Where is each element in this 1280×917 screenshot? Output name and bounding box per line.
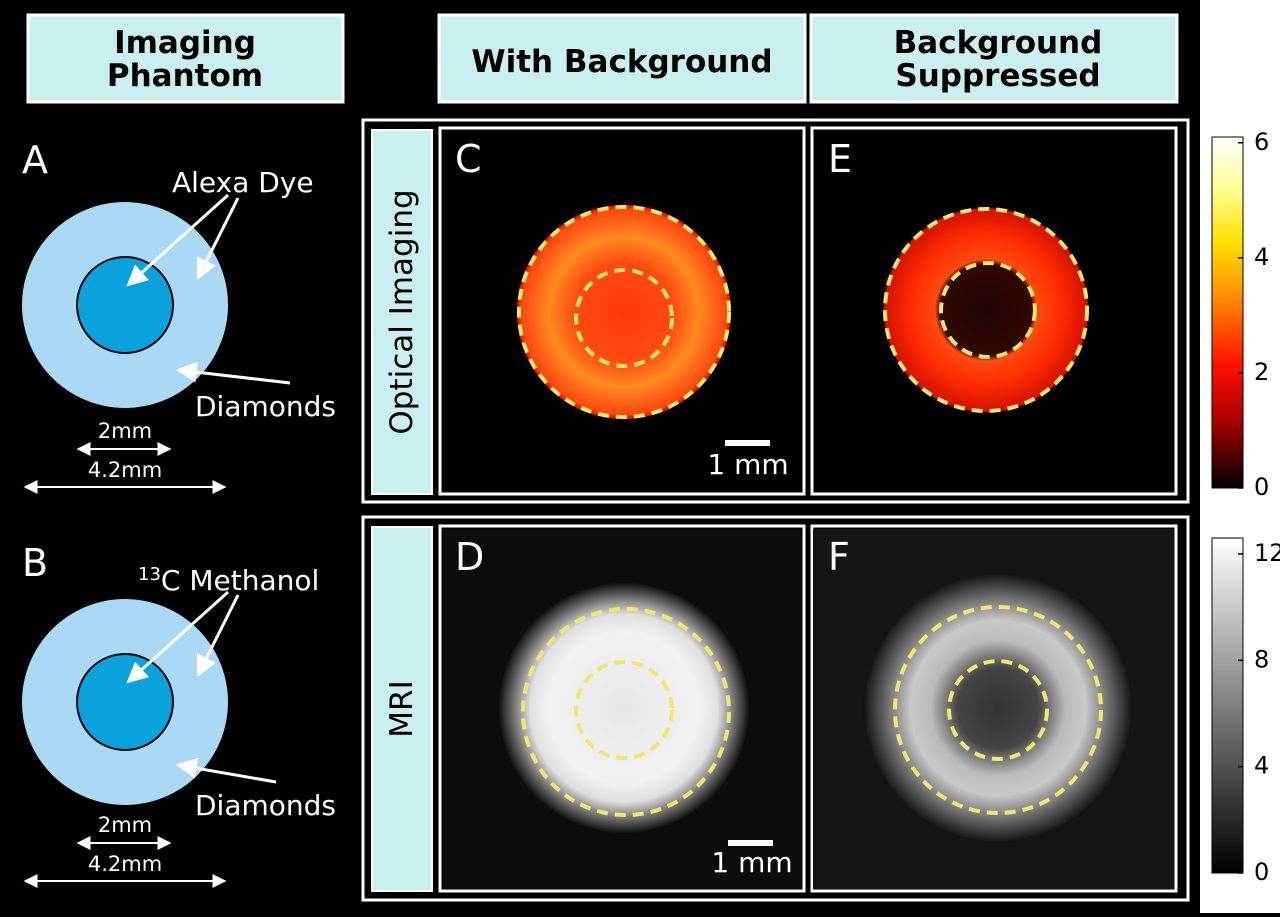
colorbar <box>1211 537 1244 874</box>
phantom-a <box>22 193 291 494</box>
colorbar-tick-label: 12 <box>1254 539 1280 567</box>
header-boxes <box>26 13 1179 104</box>
size-label: 4.2mm <box>88 852 162 876</box>
size-label: 2mm <box>98 419 152 443</box>
panel-letter: F <box>828 535 850 579</box>
fluid-label: Alexa Dye <box>172 166 314 199</box>
header: Suppressed <box>895 58 1100 94</box>
panel-letter: E <box>828 137 852 181</box>
row-label: Optical Imaging <box>384 189 420 434</box>
ring-label: Diamonds <box>195 390 336 423</box>
header: Imaging <box>114 25 256 61</box>
panel-images <box>442 205 1174 889</box>
scale-label: 1 mm <box>707 448 788 481</box>
phantom-b <box>22 590 277 888</box>
panel-letter: A <box>22 138 48 182</box>
fluid-text: C Methanol <box>161 564 319 597</box>
panel-letter: C <box>455 137 482 181</box>
row-label-box <box>371 129 433 495</box>
panel-letter: B <box>22 541 48 585</box>
scale-label: 1 mm <box>711 846 792 879</box>
colorbar-tick-label: 2 <box>1254 358 1269 386</box>
superscript: 13 <box>138 564 161 585</box>
header: With Background <box>471 44 772 80</box>
header: Background <box>894 25 1103 61</box>
row-frames <box>361 118 1190 902</box>
size-label: 4.2mm <box>88 458 162 482</box>
ring-label: Diamonds <box>195 789 336 822</box>
colorbar-tick-label: 4 <box>1254 243 1269 271</box>
colorbar-tick-label: 4 <box>1254 752 1269 780</box>
fluid-label: 13C Methanol <box>138 564 319 597</box>
colorbar-tick-label: 0 <box>1254 473 1269 501</box>
colorbar-tick-label: 0 <box>1254 858 1269 886</box>
colorbar-tick-label: 8 <box>1254 645 1269 673</box>
header: Phantom <box>107 58 263 94</box>
row-label: MRI <box>384 680 420 737</box>
size-label: 2mm <box>98 813 152 837</box>
colorbar-tick-label: 6 <box>1254 128 1269 156</box>
colorbar <box>1211 136 1244 489</box>
row-label-box <box>371 526 433 892</box>
panel-letter: D <box>455 535 484 579</box>
